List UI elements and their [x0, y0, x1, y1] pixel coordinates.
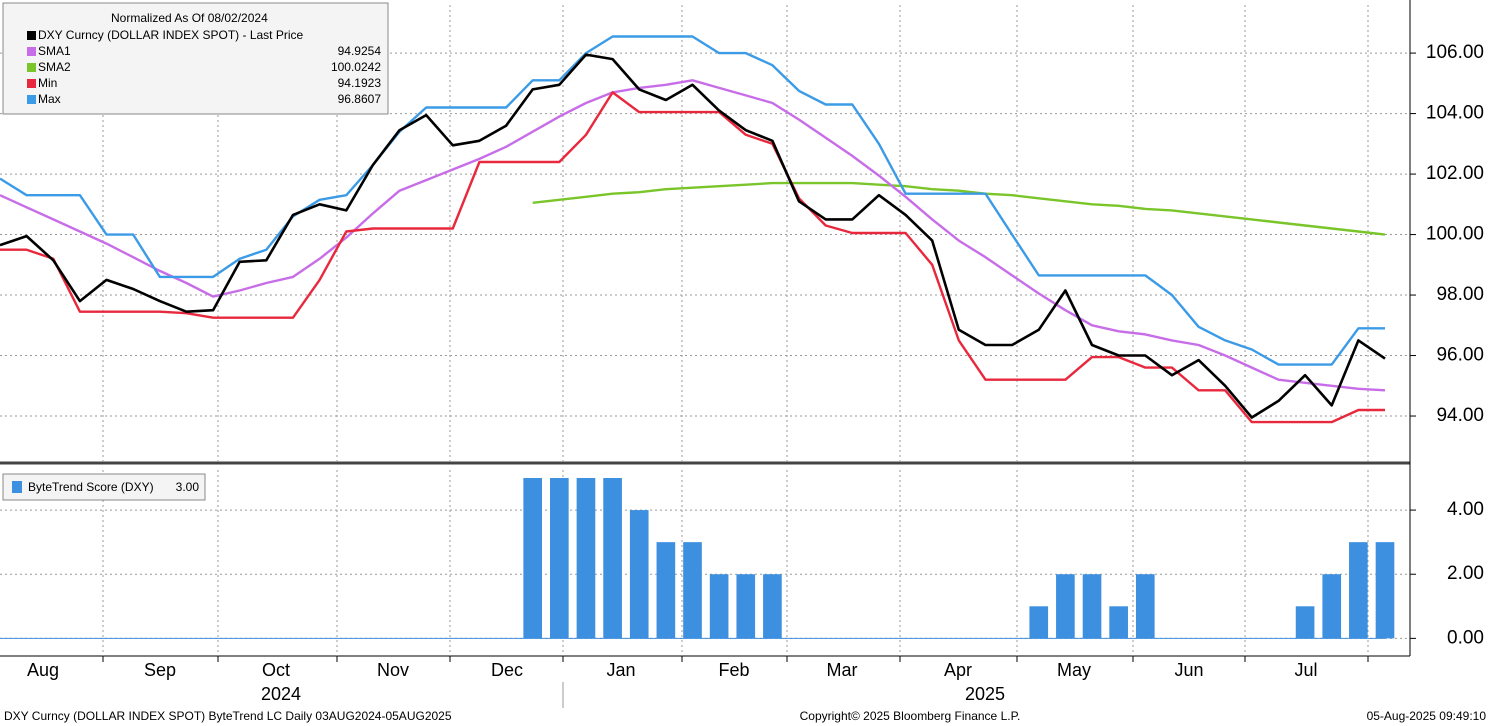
footer-left: DXY Curncy (DOLLAR INDEX SPOT) ByteTrend…: [4, 709, 452, 723]
x-tick-label: Jan: [606, 660, 635, 680]
legend-box: [2, 473, 206, 501]
bar: [656, 542, 676, 639]
y-tick-label: 106.00: [1426, 42, 1484, 63]
marks: [0, 35, 1395, 639]
x-year-label: 2024: [261, 684, 301, 704]
bar: [736, 574, 756, 639]
legend-value: 3.00: [176, 480, 200, 494]
legend-value: 100.0242: [331, 60, 381, 74]
legend-swatch: [27, 63, 36, 72]
y-tick-label: 0.00: [1447, 627, 1484, 648]
x-tick-label: Nov: [377, 660, 409, 680]
y-tick-label: 2.00: [1447, 563, 1484, 584]
footer-center: Copyright© 2025 Bloomberg Finance L.P.: [800, 709, 1021, 723]
bar: [1135, 574, 1155, 639]
bar: [1056, 574, 1075, 639]
series-line: [532, 181, 1386, 236]
x-tick-label: Oct: [262, 660, 290, 680]
bar: [683, 542, 702, 639]
legend-swatch: [27, 79, 36, 88]
x-tick-label: Dec: [491, 660, 523, 680]
legend-label: Min: [38, 76, 57, 90]
y-tick-label: 102.00: [1426, 163, 1484, 184]
legend-label: DXY Curncy (DOLLAR INDEX SPOT) - Last Pr…: [38, 28, 304, 42]
legend-box: [2, 2, 389, 115]
series-line: [0, 35, 1385, 366]
legend: Normalized As Of 08/02/2024: [2, 2, 389, 115]
legend-value: 94.9254: [338, 44, 382, 58]
legend-value: 96.8607: [338, 92, 382, 106]
bar: [1375, 542, 1395, 639]
legend-label: Max: [38, 92, 61, 106]
y-tick-label: 4.00: [1447, 499, 1484, 520]
x-year-label: 2025: [965, 684, 1005, 704]
series-line: [0, 79, 1386, 392]
legend-value: 94.1923: [338, 76, 382, 90]
x-tick-label: May: [1057, 660, 1091, 680]
bar: [629, 510, 649, 639]
bar: [1322, 574, 1342, 639]
y-tick-label: 96.00: [1436, 345, 1484, 366]
bar: [1295, 606, 1315, 639]
y-tick-label: 94.00: [1436, 405, 1484, 426]
x-tick-label: Jul: [1294, 660, 1317, 680]
x-tick-label: Apr: [944, 660, 972, 680]
x-tick-label: Aug: [27, 660, 59, 680]
legend-label: SMA1: [38, 44, 71, 58]
legend-label: SMA2: [38, 60, 71, 74]
legend-label: ByteTrend Score (DXY): [28, 480, 154, 494]
bar: [550, 478, 569, 639]
legend-title: Normalized As Of 08/02/2024: [111, 11, 268, 25]
legend-swatch: [27, 95, 36, 104]
x-tick-label: Jun: [1174, 660, 1203, 680]
y-tick-label: 98.00: [1436, 284, 1484, 305]
bar: [709, 574, 729, 639]
x-tick-label: Feb: [718, 660, 749, 680]
legend-swatch: [27, 31, 36, 40]
series-line: [0, 91, 1385, 424]
legend: ByteTrend Score (DXY) 3.00: [2, 473, 206, 501]
bar: [763, 574, 782, 639]
bar: [1029, 606, 1049, 639]
x-tick-label: Mar: [827, 660, 858, 680]
y-tick-label: 104.00: [1426, 103, 1484, 124]
footer-right: 05-Aug-2025 09:49:10: [1367, 709, 1487, 723]
series-line: [0, 53, 1386, 419]
bar: [1349, 542, 1368, 639]
bar: [576, 478, 596, 639]
legend-swatch: [27, 47, 36, 56]
x-tick-label: Sep: [144, 660, 176, 680]
bar: [603, 478, 622, 639]
bar: [1082, 574, 1102, 639]
y-tick-label: 100.00: [1426, 224, 1484, 245]
bar: [523, 478, 543, 639]
legend-swatch: [12, 481, 22, 493]
bar: [1109, 606, 1128, 639]
